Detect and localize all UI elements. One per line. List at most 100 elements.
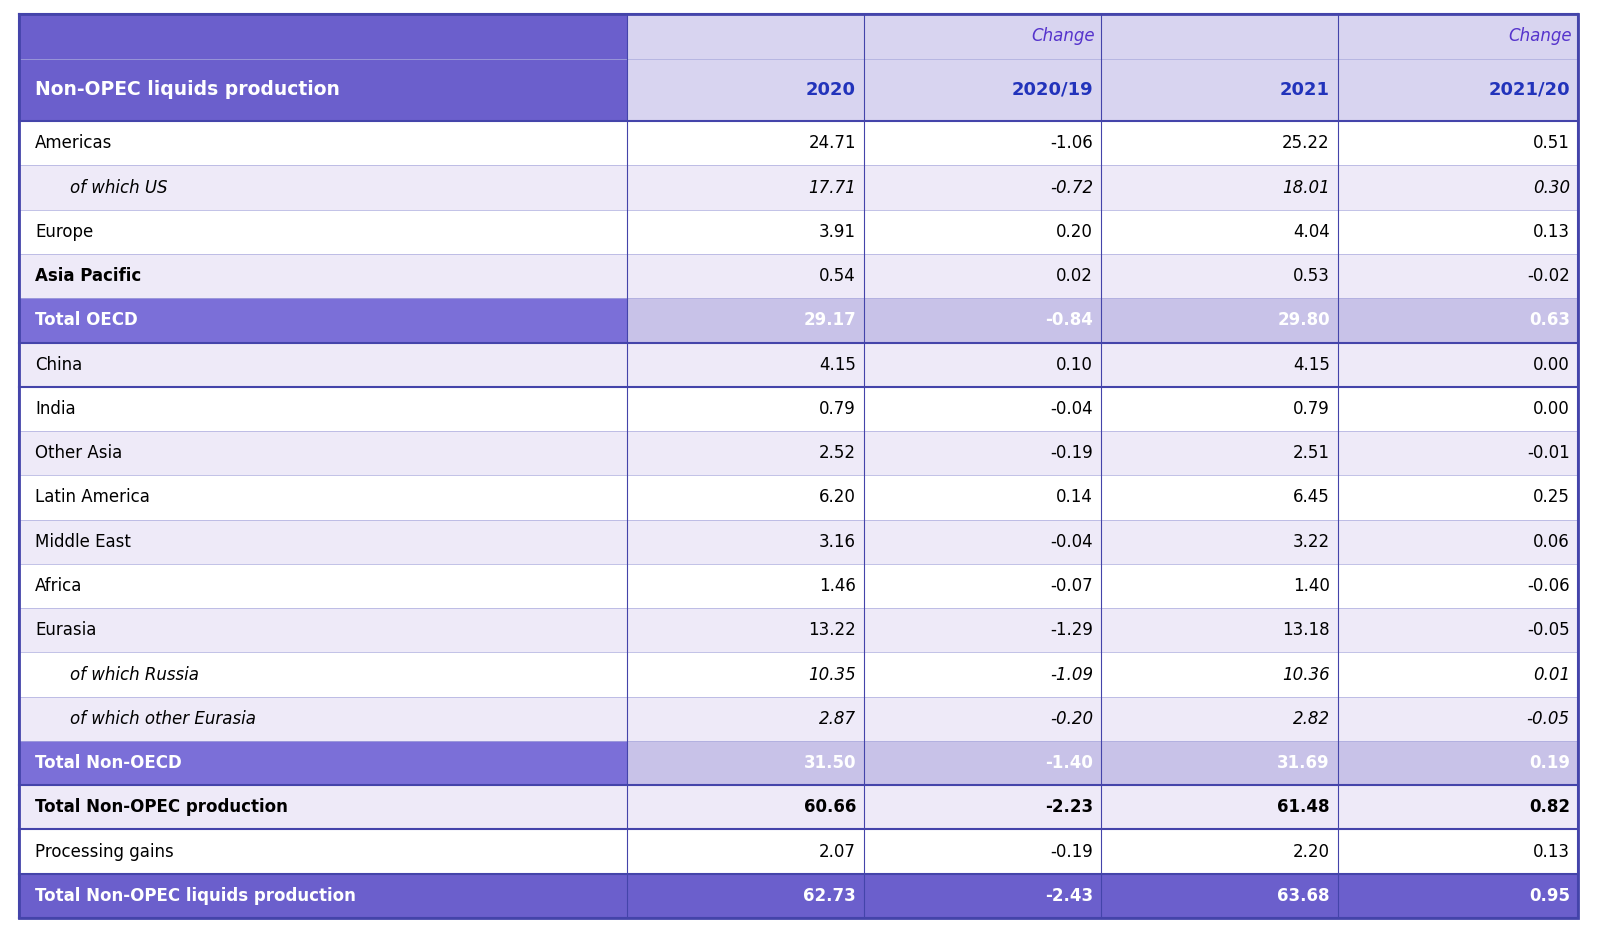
Text: Eurasia: Eurasia xyxy=(35,622,96,639)
Text: 2.20: 2.20 xyxy=(1294,843,1330,860)
Bar xyxy=(628,741,864,785)
Text: -0.20: -0.20 xyxy=(1049,710,1092,728)
Text: 3.91: 3.91 xyxy=(819,223,856,240)
Text: 0.95: 0.95 xyxy=(1528,887,1570,905)
Bar xyxy=(19,652,628,697)
Text: 4.15: 4.15 xyxy=(1294,356,1330,374)
Text: Middle East: Middle East xyxy=(35,533,131,551)
Text: Processing gains: Processing gains xyxy=(35,843,174,860)
Bar xyxy=(1100,166,1338,210)
Bar xyxy=(19,59,628,121)
Text: -0.07: -0.07 xyxy=(1051,577,1092,595)
Text: -1.06: -1.06 xyxy=(1051,134,1092,152)
Bar xyxy=(628,254,864,298)
Text: 0.10: 0.10 xyxy=(1056,356,1092,374)
Text: 4.15: 4.15 xyxy=(819,356,856,374)
Text: 2020: 2020 xyxy=(806,81,856,99)
Text: India: India xyxy=(35,400,75,418)
Bar xyxy=(1100,59,1338,121)
Text: 29.80: 29.80 xyxy=(1278,311,1330,329)
Text: 0.79: 0.79 xyxy=(819,400,856,418)
Text: Change: Change xyxy=(1508,27,1571,46)
Bar xyxy=(864,298,1100,342)
Text: 0.63: 0.63 xyxy=(1528,311,1570,329)
Bar xyxy=(864,210,1100,254)
Text: -0.05: -0.05 xyxy=(1527,710,1570,728)
Text: 18.01: 18.01 xyxy=(1282,179,1330,197)
Bar xyxy=(864,475,1100,520)
Bar xyxy=(1100,652,1338,697)
Bar xyxy=(19,829,628,874)
Bar xyxy=(19,166,628,210)
Bar xyxy=(19,14,628,59)
Text: 2021/20: 2021/20 xyxy=(1488,81,1570,99)
Bar xyxy=(864,829,1100,874)
Text: 31.50: 31.50 xyxy=(803,754,856,772)
Text: 13.18: 13.18 xyxy=(1282,622,1330,639)
Text: -0.06: -0.06 xyxy=(1527,577,1570,595)
Bar xyxy=(864,785,1100,829)
Text: -1.40: -1.40 xyxy=(1044,754,1092,772)
Bar xyxy=(1338,520,1578,564)
Bar xyxy=(1338,14,1578,59)
Text: 0.13: 0.13 xyxy=(1533,843,1570,860)
Bar xyxy=(628,652,864,697)
Bar xyxy=(628,59,864,121)
Bar xyxy=(1100,343,1338,387)
Text: -2.43: -2.43 xyxy=(1044,887,1092,905)
Text: Africa: Africa xyxy=(35,577,83,595)
Text: 10.35: 10.35 xyxy=(808,665,856,683)
Text: 0.13: 0.13 xyxy=(1533,223,1570,240)
Bar xyxy=(628,874,864,918)
Bar xyxy=(864,343,1100,387)
Text: 3.16: 3.16 xyxy=(819,533,856,551)
Bar xyxy=(1100,520,1338,564)
Bar xyxy=(1100,431,1338,475)
Text: Other Asia: Other Asia xyxy=(35,445,123,462)
Bar xyxy=(864,697,1100,741)
Bar xyxy=(1338,785,1578,829)
Text: 62.73: 62.73 xyxy=(803,887,856,905)
Bar xyxy=(628,14,864,59)
Text: of which Russia: of which Russia xyxy=(70,665,200,683)
Text: 6.45: 6.45 xyxy=(1294,488,1330,506)
Text: of which US: of which US xyxy=(70,179,168,197)
Bar xyxy=(1338,697,1578,741)
Text: -0.05: -0.05 xyxy=(1527,622,1570,639)
Bar xyxy=(1100,210,1338,254)
Bar xyxy=(1338,652,1578,697)
Bar xyxy=(19,520,628,564)
Bar xyxy=(1338,59,1578,121)
Text: 0.19: 0.19 xyxy=(1528,754,1570,772)
Bar xyxy=(864,387,1100,431)
Bar xyxy=(1100,564,1338,608)
Bar xyxy=(864,520,1100,564)
Bar xyxy=(1338,431,1578,475)
Text: 2.07: 2.07 xyxy=(819,843,856,860)
Text: 24.71: 24.71 xyxy=(808,134,856,152)
Bar xyxy=(1338,298,1578,342)
Bar xyxy=(1338,475,1578,520)
Text: 2.82: 2.82 xyxy=(1292,710,1330,728)
Text: 2.87: 2.87 xyxy=(819,710,856,728)
Bar xyxy=(1338,564,1578,608)
Bar xyxy=(1100,387,1338,431)
Bar xyxy=(19,609,628,652)
Text: 63.68: 63.68 xyxy=(1278,887,1330,905)
Bar xyxy=(628,210,864,254)
Bar xyxy=(1338,343,1578,387)
Text: 13.22: 13.22 xyxy=(808,622,856,639)
Bar xyxy=(1100,14,1338,59)
Text: 0.54: 0.54 xyxy=(819,267,856,285)
Bar xyxy=(19,475,628,520)
Bar xyxy=(1100,121,1338,166)
Bar xyxy=(864,609,1100,652)
Text: 1.46: 1.46 xyxy=(819,577,856,595)
Bar xyxy=(1100,254,1338,298)
Bar xyxy=(19,343,628,387)
Text: 2.52: 2.52 xyxy=(819,445,856,462)
Text: Europe: Europe xyxy=(35,223,93,240)
Bar xyxy=(1338,609,1578,652)
Bar xyxy=(628,298,864,342)
Text: 0.00: 0.00 xyxy=(1533,356,1570,374)
